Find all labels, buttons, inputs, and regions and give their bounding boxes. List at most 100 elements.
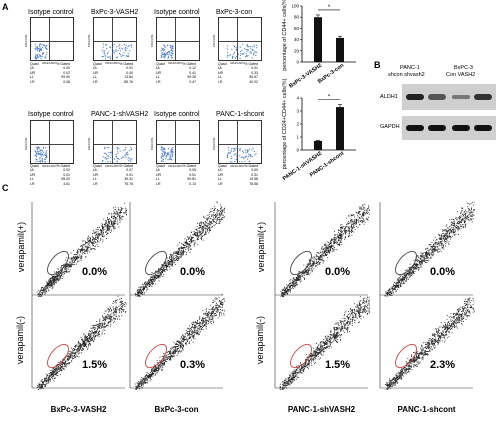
blot-group1-label: PANC-1 <box>400 65 420 71</box>
y-tick-label: 0 <box>296 60 299 65</box>
quad-header: Quad <box>30 164 39 168</box>
quad-name: UL <box>156 66 161 71</box>
quad-name: LL <box>156 177 160 182</box>
gated-header: % Gated <box>244 164 258 168</box>
flow-ylabel: CD24 PE <box>87 34 91 47</box>
quad-name: LL <box>30 177 34 182</box>
panel-label-b: B <box>374 60 381 70</box>
quad-header: Quad <box>218 62 227 66</box>
blot-group1-sub: shcon shvash2 <box>388 72 425 78</box>
quad-name: UL <box>30 168 35 173</box>
quad-name: LR <box>93 181 98 186</box>
significance-star: * <box>328 95 331 101</box>
quad-value: 99.90 <box>61 75 70 80</box>
flow-ylabel: CD24 PE <box>212 137 216 150</box>
flow-plot-title: PANC-1-shcont <box>216 111 265 118</box>
flow-plot-title: BxPc-3-VASH2 <box>91 9 139 16</box>
bar <box>336 107 344 150</box>
side-population-plot <box>273 293 373 394</box>
flow-xlabel: CD44 APC <box>105 61 120 65</box>
y-axis-label: percentage of CD24+CD44+ cells(%) <box>282 78 288 169</box>
quad-stats-table: Quad % Gated UL 0.07 UR 0.01 LL 35.31 LR 75.76 <box>93 164 137 186</box>
quad-name: LR <box>93 79 98 84</box>
quad-value: 0.12 <box>189 66 196 71</box>
y-tick-label: 1 <box>296 135 299 140</box>
column-label: BxPc-3-VASH2 <box>50 405 107 414</box>
quad-value: 0.00 <box>63 66 70 71</box>
quad-name: LR <box>156 181 161 186</box>
quad-header: Quad <box>218 164 227 168</box>
band <box>428 125 446 131</box>
western-blot-panel: PANC-1 shcon shvash2 BxPC-3 Con VASH2 AL… <box>378 62 498 142</box>
gated-header: % Gated <box>182 62 196 66</box>
quad-value: 99.81 <box>187 177 196 182</box>
flow-plot-title: Isotype control <box>154 9 200 16</box>
gated-header: % Gated <box>182 164 196 168</box>
quad-name: LR <box>218 79 223 84</box>
column-label: BxPc-3-con <box>154 405 199 414</box>
side-population-percent: 0.0% <box>82 266 108 278</box>
band <box>406 125 424 131</box>
flow-xlabel: CD44 APC <box>105 164 120 168</box>
quad-header: Quad <box>93 164 102 168</box>
gated-header: % Gated <box>119 62 133 66</box>
quad-stats-table: Quad % Gated UL 0.00 UR 0.31 LL 19.58 LR 78.56 <box>218 164 262 186</box>
y-tick-label: 0 <box>296 148 299 153</box>
quad-value: 0.41 <box>189 70 196 75</box>
quad-stats-table: Quad % Gated UL 0.01 UR 0.40 LL 13.84 LR 85.76 <box>93 62 137 84</box>
flow-xlabel: CD44 APC <box>230 164 245 168</box>
flow-ylabel: CD24 PE <box>24 137 28 150</box>
quad-header: Quad <box>156 62 165 66</box>
flow-xlabel: CD44 APC <box>168 164 183 168</box>
band <box>452 95 470 99</box>
quad-value: 0.33 <box>251 70 258 75</box>
quad-name: UR <box>156 172 162 177</box>
flow-xlabel: CD44 APC <box>230 61 245 65</box>
flow-plot <box>156 120 200 164</box>
flow-ylabel: CD24 PE <box>24 34 28 47</box>
quad-value: 0.01 <box>251 66 258 71</box>
flow-ylabel: CD24 PE <box>150 137 154 150</box>
quad-name: UR <box>93 172 99 177</box>
side-population-percent: 0.0% <box>180 266 206 278</box>
bar <box>314 140 322 150</box>
side-population-percent: 1.5% <box>82 359 108 371</box>
quad-stats-table: Quad % Gated UL 0.02 UR 0.01 LL 95.20 LR 4.61 <box>30 164 74 186</box>
side-population-plot <box>273 200 373 300</box>
quad-value: 55.67 <box>249 75 258 80</box>
quad-value: 0.01 <box>189 172 196 177</box>
quad-name: LL <box>93 75 97 80</box>
quad-header: Quad <box>93 62 102 66</box>
row-label-right: verapamil(+) <box>256 221 267 273</box>
quad-value: 0.47 <box>189 79 196 84</box>
flow-plot <box>218 17 262 61</box>
flow-plot <box>156 17 200 61</box>
quad-value: 0.08 <box>63 79 70 84</box>
quad-name: UR <box>30 172 36 177</box>
band <box>474 94 492 100</box>
blot-group2-label: BxPC-3 <box>454 65 473 71</box>
bar <box>314 17 322 62</box>
bar <box>336 37 344 62</box>
y-tick-label: 4 <box>296 96 299 101</box>
side-population-percent: 0.0% <box>325 266 351 278</box>
quad-name: UL <box>156 168 161 173</box>
flow-xlabel: CD44 APC <box>42 164 57 168</box>
quad-value: 19.58 <box>249 177 258 182</box>
quad-name: UL <box>218 66 223 71</box>
y-tick-label: 20 <box>294 48 300 53</box>
gated-header: % Gated <box>56 164 70 168</box>
panel-label-c: C <box>2 183 9 193</box>
quad-name: LR <box>218 181 223 186</box>
quad-value: 0.01 <box>126 172 133 177</box>
y-tick-label: 3 <box>296 109 299 114</box>
quad-value: 0.02 <box>63 70 70 75</box>
quad-value: 95.20 <box>61 177 70 182</box>
category-label: BxPc-3-VASH2 <box>288 63 323 90</box>
side-population-percent: 0.0% <box>430 266 456 278</box>
band-label-gapdh: GAPDH <box>380 124 400 130</box>
y-tick-label: 80 <box>294 15 300 20</box>
band <box>428 94 446 100</box>
column-label: PANC-1-shcont <box>397 405 456 414</box>
gated-header: % Gated <box>244 62 258 66</box>
